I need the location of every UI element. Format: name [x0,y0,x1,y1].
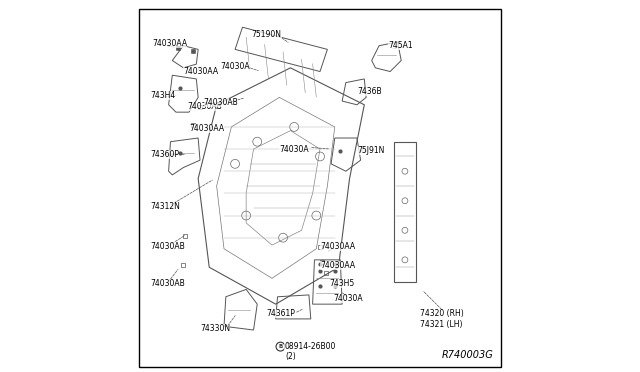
Text: 74030AA: 74030AA [184,67,218,76]
Text: 7436B: 7436B [357,87,381,96]
Text: 74320 (RH)
74321 (LH): 74320 (RH) 74321 (LH) [420,309,463,328]
Text: 74030AA: 74030AA [152,39,187,48]
Text: 74030AA: 74030AA [320,261,355,270]
Text: (2): (2) [285,352,296,361]
Text: 743H4: 743H4 [150,91,175,100]
Text: 75190N: 75190N [252,30,282,39]
Text: 74330N: 74330N [200,324,230,333]
Text: 74360P: 74360P [150,150,179,159]
Text: 74030AB: 74030AB [150,243,185,251]
Text: 745A1: 745A1 [388,41,413,50]
Text: 74030AA: 74030AA [189,124,224,133]
Text: 08914-26B00: 08914-26B00 [284,342,335,351]
Text: 74030AB: 74030AB [187,102,222,111]
Text: 74030AB: 74030AB [204,99,239,108]
Text: 74030A: 74030A [280,145,309,154]
Text: 75J91N: 75J91N [357,147,384,155]
Text: B: B [278,344,283,349]
Text: 74361P: 74361P [266,309,295,318]
Text: 74030A: 74030A [333,294,362,303]
Text: 74312N: 74312N [150,202,180,211]
Text: 74030AA: 74030AA [320,243,355,251]
Text: 74030AB: 74030AB [150,279,185,288]
Text: 743H5: 743H5 [329,279,355,288]
Text: R740003G: R740003G [442,350,493,359]
Text: 74030A: 74030A [220,61,250,71]
